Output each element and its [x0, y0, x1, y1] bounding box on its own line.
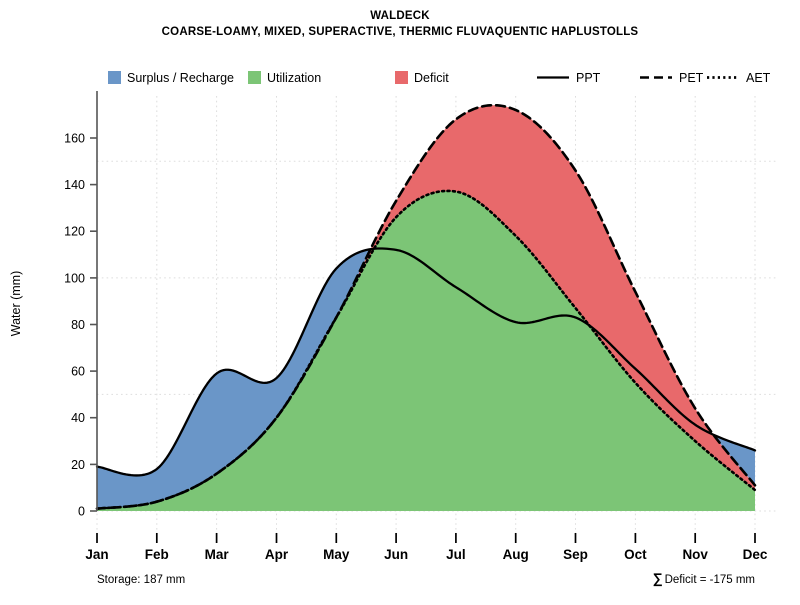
x-tick-label-may: May [323, 547, 350, 562]
x-tick-label-dec: Dec [743, 547, 768, 562]
legend-label-deficit: Deficit [414, 71, 449, 85]
y-tick-label-100: 100 [64, 271, 85, 285]
legend-label-ppt: PPT [576, 71, 601, 85]
x-tick-label-jun: Jun [384, 547, 408, 562]
x-tick-label-aug: Aug [503, 547, 529, 562]
sigma-icon: ∑ [653, 570, 663, 587]
total-deficit-annotation: ∑ Deficit = -175 mm [653, 570, 755, 587]
y-axis: 0 20 40 60 80 100 120 140 160 Water (mm) [9, 91, 98, 519]
chart-areas [97, 105, 755, 511]
legend-label-utilization: Utilization [267, 71, 321, 85]
legend-swatch-deficit [395, 71, 408, 84]
area-utilization [97, 190, 755, 511]
x-tick-label-feb: Feb [145, 547, 169, 562]
y-tick-label-20: 20 [71, 458, 85, 472]
series-line-pet [95, 103, 757, 510]
area-surplus-recharge [97, 249, 755, 509]
y-tick-label-160: 160 [64, 132, 85, 146]
x-tick-label-oct: Oct [624, 547, 647, 562]
legend-label-surplus-recharge: Surplus / Recharge [127, 71, 234, 85]
legend-swatch-utilization [248, 71, 261, 84]
storage-annotation: Storage: 187 mm [97, 574, 185, 586]
x-axis: Jan Feb Mar Apr May Jun Jul Aug Sep Oct Nov Dec [85, 533, 768, 562]
legend-label-aet: AET [746, 71, 771, 85]
y-axis-title: Water (mm) [9, 271, 23, 337]
y-tick-label-60: 60 [71, 365, 85, 379]
x-tick-label-mar: Mar [205, 547, 230, 562]
y-tick-label-0: 0 [78, 505, 85, 519]
x-tick-label-apr: Apr [265, 547, 289, 562]
page-subtitle: COARSE-LOAMY, MIXED, SUPERACTIVE, THERMI… [162, 26, 639, 38]
legend-swatch-surplus-recharge [108, 71, 121, 84]
page-title: WALDECK [370, 10, 430, 22]
x-tick-label-jan: Jan [85, 547, 108, 562]
x-tick-label-jul: Jul [446, 547, 466, 562]
legend-label-pet: PET [679, 71, 704, 85]
series-line-ppt [95, 247, 757, 477]
y-tick-label-120: 120 [64, 225, 85, 239]
y-tick-label-40: 40 [71, 411, 85, 425]
y-tick-label-80: 80 [71, 318, 85, 332]
area-deficit [338, 105, 755, 491]
x-tick-label-nov: Nov [682, 547, 708, 562]
x-tick-label-sep: Sep [563, 547, 588, 562]
chart-legend: Surplus / Recharge Utilization Deficit PPT P… [108, 71, 771, 85]
y-tick-label-140: 140 [64, 178, 85, 192]
chart-series [95, 103, 757, 510]
